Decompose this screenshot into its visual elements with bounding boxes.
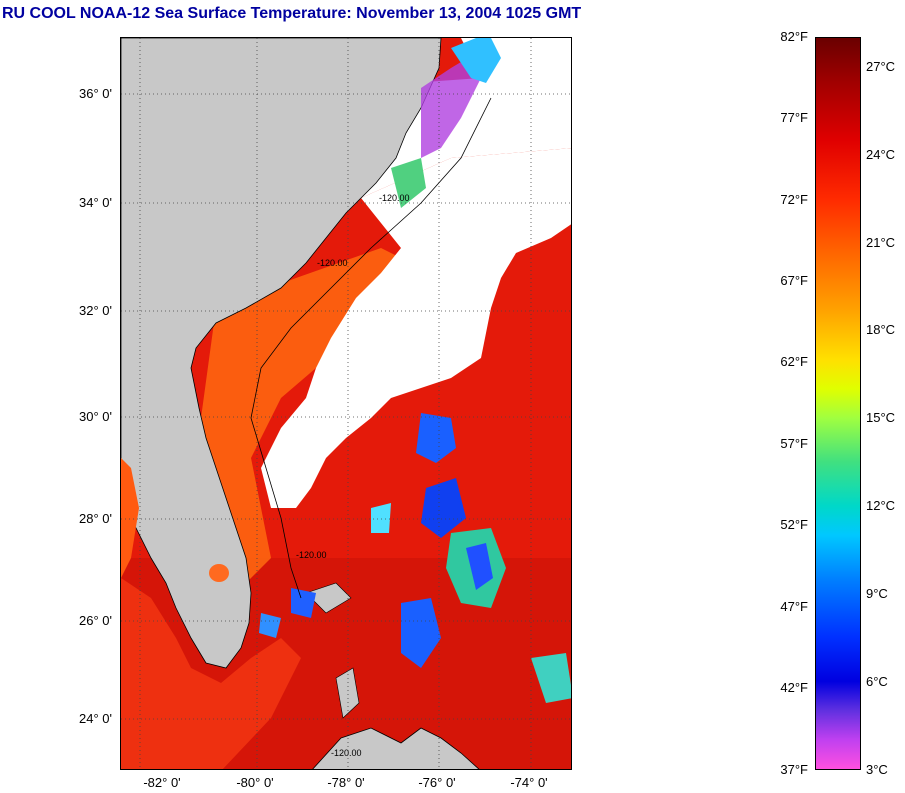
lat-label-32: 32° 0': [79, 303, 112, 318]
colorbar-c-21: 21°C: [866, 235, 896, 250]
sst-map: -120.00 -120.00 -120.00 -120.00: [120, 37, 572, 770]
temperature-colorbar: [815, 37, 861, 770]
colorbar-f-62: 62°F: [780, 354, 808, 369]
lon-label-80: -80° 0': [236, 775, 274, 790]
lon-label-76: -76° 0': [418, 775, 456, 790]
lat-label-28: 28° 0': [79, 511, 112, 526]
cold-patch-8: [371, 503, 391, 533]
colorbar-f-47: 47°F: [780, 599, 808, 614]
colorbar-f-82: 82°F: [780, 29, 808, 44]
colorbar-c-3: 3°C: [866, 762, 888, 777]
cold-patch-7: [531, 653, 571, 703]
lat-label-30: 30° 0': [79, 409, 112, 424]
gulf-water-lower: [121, 578, 301, 769]
coastal-cool-band: [201, 248, 421, 598]
colorbar-c-12: 12°C: [866, 498, 896, 513]
lat-label-36: 36° 0': [79, 86, 112, 101]
colorbar-c-6: 6°C: [866, 674, 888, 689]
contour-label-1: -120.00: [379, 193, 410, 203]
sst-map-canvas: -120.00 -120.00 -120.00 -120.00: [121, 38, 571, 769]
colorbar-c-27: 27°C: [866, 59, 896, 74]
map-title: RU COOL NOAA-12 Sea Surface Temperature:…: [2, 5, 582, 22]
colorbar-c-24: 24°C: [866, 147, 896, 162]
colorbar-f-42: 42°F: [780, 680, 808, 695]
lon-label-78: -78° 0': [327, 775, 365, 790]
lat-label-26: 26° 0': [79, 613, 112, 628]
graticule: [121, 38, 571, 769]
lon-label-82: -82° 0': [143, 775, 181, 790]
cold-patch-north-1: [421, 53, 481, 158]
land-grand-bahama: [305, 582, 352, 614]
cold-patch-north-2: [451, 38, 501, 83]
colorbar-c-15: 15°C: [866, 410, 896, 425]
land-mainland: [121, 38, 442, 669]
gulf-water-upper: [121, 458, 139, 578]
cold-patch-2: [421, 478, 466, 538]
bathymetry-contour: [250, 97, 492, 599]
land-andros: [335, 667, 360, 719]
cold-patch-6: [259, 613, 281, 638]
colorbar-f-67: 67°F: [780, 273, 808, 288]
contour-label-2: -120.00: [317, 258, 348, 268]
cold-patch-north-3: [391, 158, 426, 208]
cold-patch-4: [401, 598, 441, 668]
colorbar-c-9: 9°C: [866, 586, 888, 601]
lat-label-24: 24° 0': [79, 711, 112, 726]
lake-okeechobee: [209, 564, 229, 582]
colorbar-f-52: 52°F: [780, 517, 808, 532]
cold-patch-1: [416, 413, 456, 463]
land-cuba: [312, 727, 480, 769]
colorbar-c-18: 18°C: [866, 322, 896, 337]
cold-patch-5: [291, 588, 316, 618]
lon-label-74: -74° 0': [510, 775, 548, 790]
contour-label-4: -120.00: [331, 748, 362, 758]
colorbar-f-77: 77°F: [780, 110, 808, 125]
cold-patch-3-core: [466, 543, 493, 590]
colorbar-f-37: 37°F: [780, 762, 808, 777]
cloud-cover: [261, 148, 571, 508]
lat-label-34: 34° 0': [79, 195, 112, 210]
colorbar-f-72: 72°F: [780, 192, 808, 207]
contour-label-3: -120.00: [296, 550, 327, 560]
colorbar-f-57: 57°F: [780, 436, 808, 451]
